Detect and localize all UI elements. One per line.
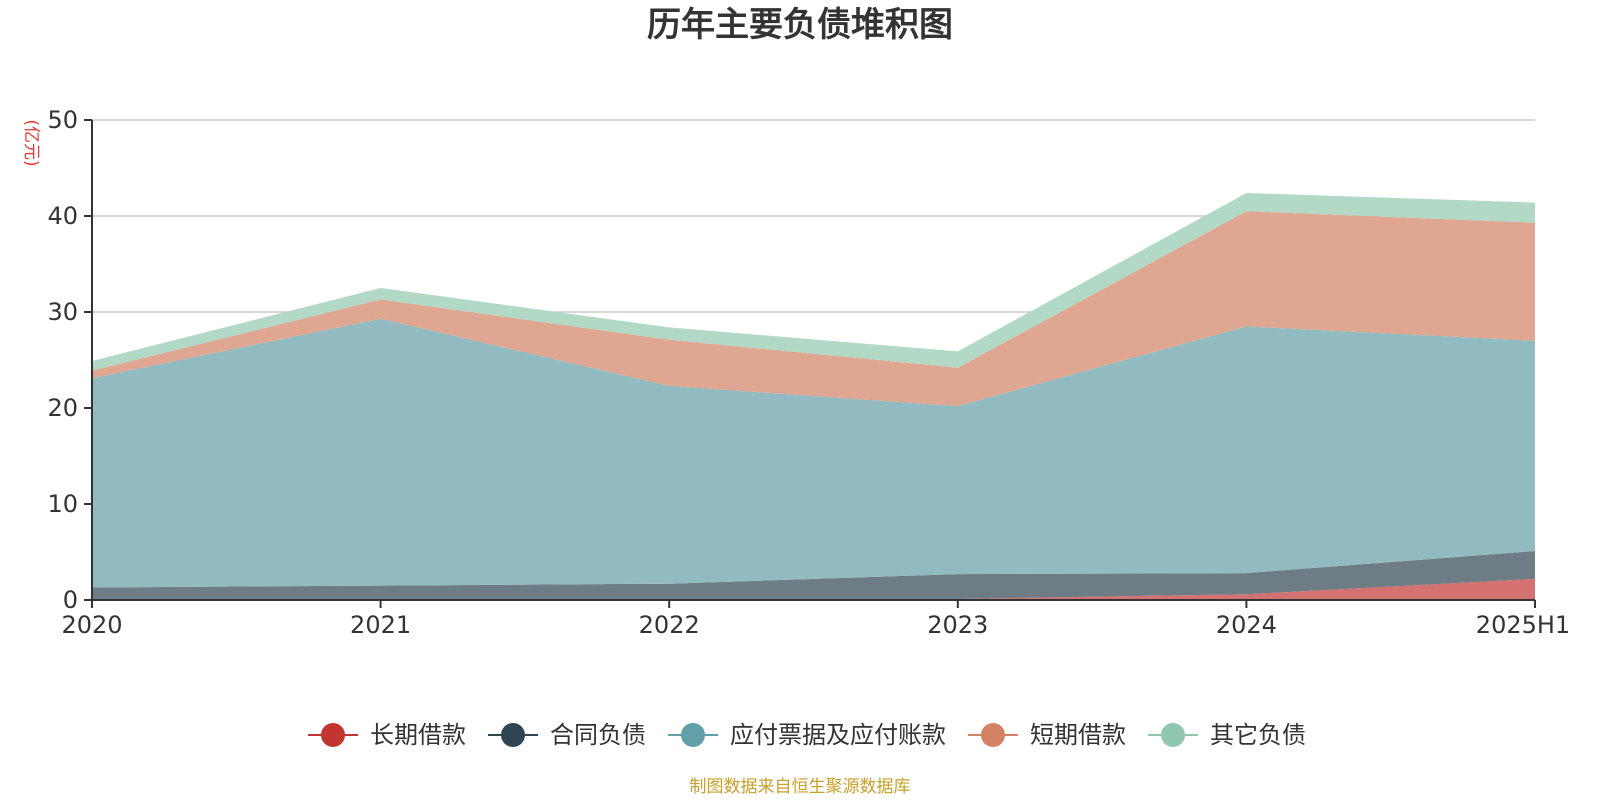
legend: 长期借款 合同负债 应付票据及应付账款 短期借款 其它负债 <box>308 721 1306 749</box>
y-tick-label: 50 <box>47 106 78 134</box>
legend-marker-icon <box>1161 723 1185 747</box>
chart-title: 历年主要负债堆积图 <box>647 5 953 45</box>
area-应付票据及应付账款 <box>92 318 1535 588</box>
area-长期借款 <box>92 578 1535 600</box>
legend-marker-icon <box>981 723 1005 747</box>
x-tick-label: 2023 <box>927 611 988 639</box>
x-axis-tick-labels: 2020 2021 2022 2023 2024 2025H1 <box>61 611 1570 639</box>
legend-label: 应付票据及应付账款 <box>730 721 946 749</box>
x-tick-label: 2021 <box>350 611 411 639</box>
area-短期借款 <box>92 211 1535 407</box>
legend-item[interactable]: 应付票据及应付账款 <box>668 721 946 749</box>
legend-marker-icon <box>501 723 525 747</box>
stacked-areas <box>92 193 1535 600</box>
legend-label: 长期借款 <box>370 721 466 749</box>
y-tick-label: 40 <box>47 202 78 230</box>
x-tick-label: 2022 <box>639 611 700 639</box>
legend-item[interactable]: 短期借款 <box>968 721 1126 749</box>
legend-marker-icon <box>321 723 345 747</box>
y-axis-unit-label: (亿元) <box>21 119 41 166</box>
legend-marker-icon <box>681 723 705 747</box>
axes <box>84 119 1536 608</box>
x-tick-label: 2020 <box>61 611 122 639</box>
y-tick-label: 0 <box>63 586 78 614</box>
legend-label: 合同负债 <box>550 721 646 749</box>
legend-item[interactable]: 其它负债 <box>1148 721 1306 749</box>
area-其它负债 <box>92 193 1535 371</box>
source-note: 制图数据来自恒生聚源数据库 <box>690 777 911 797</box>
legend-label: 其它负债 <box>1210 721 1306 749</box>
y-tick-label: 30 <box>47 298 78 326</box>
y-tick-label: 20 <box>47 394 78 422</box>
legend-item[interactable]: 合同负债 <box>488 721 646 749</box>
x-tick-label: 2025H1 <box>1476 611 1570 639</box>
legend-item[interactable]: 长期借款 <box>308 721 466 749</box>
area-合同负债 <box>92 551 1535 600</box>
legend-label: 短期借款 <box>1030 721 1126 749</box>
y-tick-label: 10 <box>47 490 78 518</box>
y-axis-tick-labels: 0 10 20 30 40 50 <box>47 106 78 614</box>
x-tick-label: 2024 <box>1216 611 1277 639</box>
